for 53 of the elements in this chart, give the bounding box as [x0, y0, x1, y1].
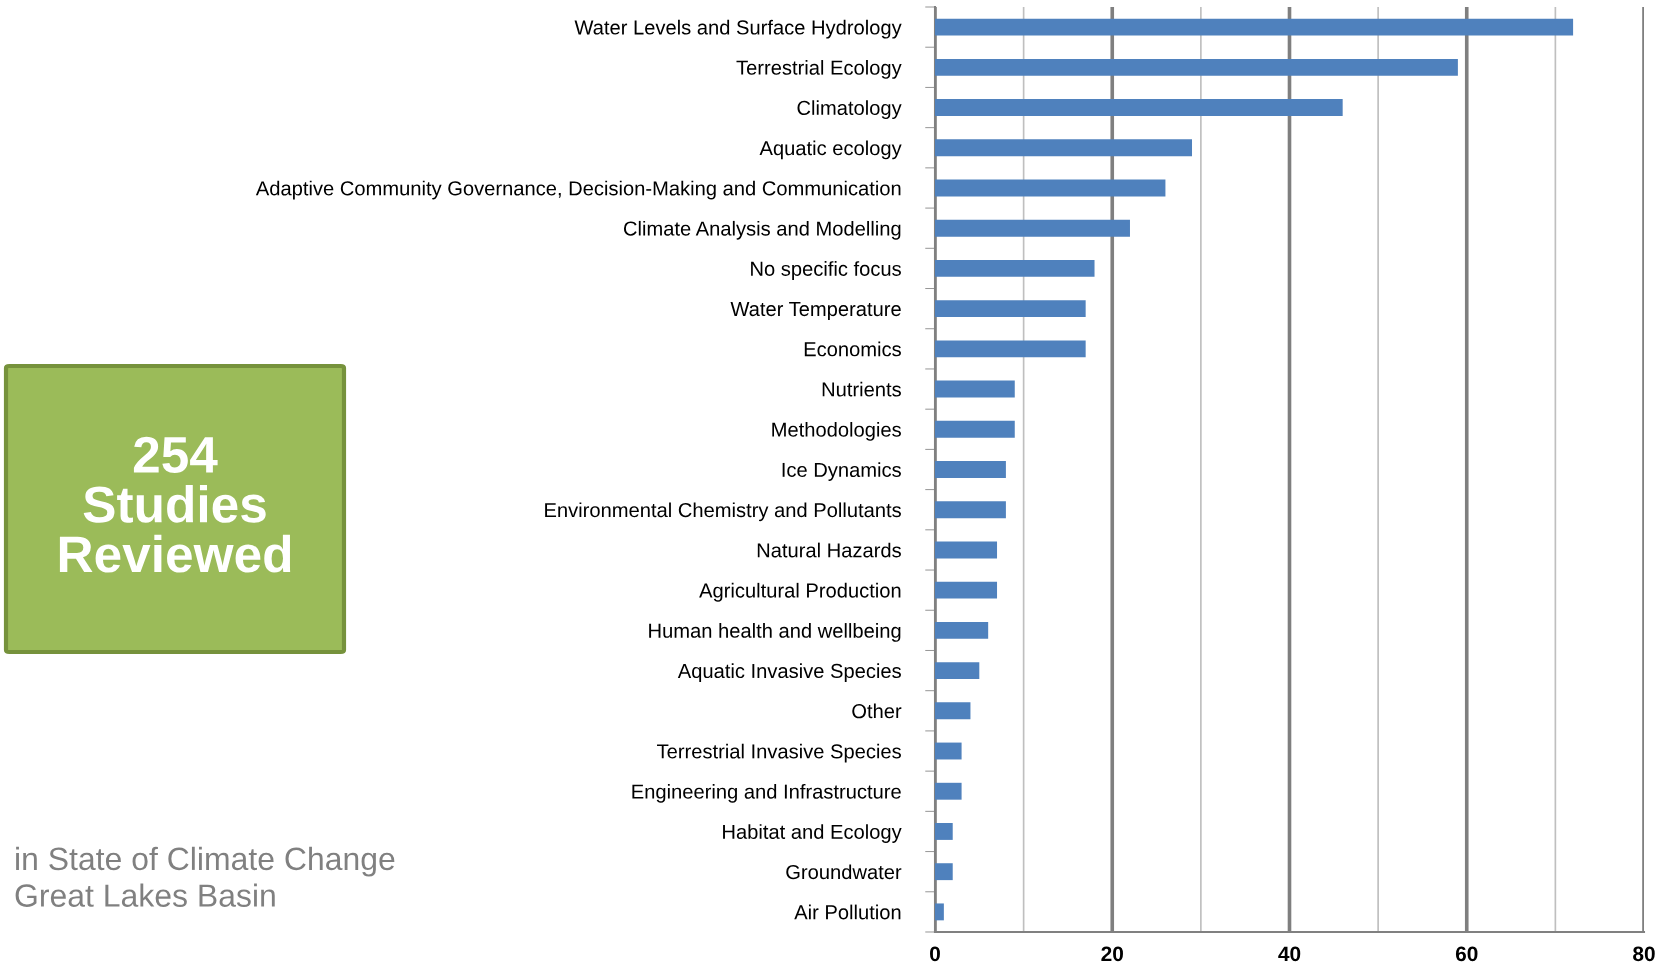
text: 254 Studies Reviewed [59, 436, 291, 573]
bar [935, 18, 1574, 36]
y-tick-label: Environmental Chemistry and Pollutants [545, 502, 901, 522]
bar [935, 380, 1015, 398]
y-tick-label: Other [852, 703, 902, 719]
y-tick-label: Terrestrial Ecology [736, 60, 902, 79]
y-tick-label: Adaptive Community Governance, Decision-Making and Communication [255, 180, 901, 200]
y-tick-label: Natural Hazards [757, 542, 901, 558]
x-tick-label: 80 [1633, 946, 1655, 962]
y-tick-label: Air Pollution [794, 904, 901, 920]
bar [935, 420, 1015, 438]
y-tick-label: No specific focus [751, 261, 901, 280]
bar [935, 58, 1458, 76]
bar [935, 139, 1193, 157]
bar [935, 581, 998, 599]
y-tick-label: Aquatic ecology [759, 140, 902, 160]
y-tick-label: Methodologies [772, 421, 901, 441]
y-tick-label: Agricultural Production [699, 582, 901, 602]
bar [935, 461, 1006, 478]
y-tick-label: Terrestrial Invasive Species [657, 743, 901, 763]
y-tick-label: Human health and wellbeing [649, 623, 901, 642]
y-tick-label: Water Temperature [730, 302, 901, 321]
bar [935, 259, 1095, 277]
y-tick-label: Climatology [797, 100, 902, 120]
bar [935, 179, 1166, 197]
bar [935, 99, 1343, 116]
x-tick-label: 0 [930, 946, 940, 962]
bar [935, 903, 944, 921]
bar [935, 742, 962, 760]
bar [935, 782, 962, 800]
y-tick-label: Groundwater [786, 864, 902, 880]
y-tick-label: Aquatic Invasive Species [677, 663, 901, 683]
y-tick-label: Economics [804, 341, 901, 357]
y-tick-label: Climate Analysis and Modelling [623, 220, 901, 240]
y-tick-label: Water Levels and Surface Hydrology [574, 19, 902, 39]
bar [935, 300, 1086, 318]
bar [935, 823, 953, 840]
x-tick-label: 60 [1455, 946, 1478, 962]
bar [935, 501, 1006, 519]
bar [935, 662, 980, 680]
bar [935, 340, 1086, 358]
x-tick-label: 40 [1278, 946, 1301, 962]
bar [935, 863, 953, 881]
text: in State of Climate Change Great Lakes Basin [15, 846, 395, 907]
bar [935, 541, 998, 559]
bar [935, 219, 1130, 237]
x-tick-label: 20 [1101, 946, 1123, 962]
y-tick-label: Ice Dynamics [782, 462, 901, 481]
y-tick-label: Engineering and Infrastructure [632, 783, 901, 803]
y-tick-label: Nutrients [822, 381, 901, 397]
bar [935, 702, 971, 720]
bar [935, 621, 989, 639]
y-tick-label: Habitat and Ecology [723, 824, 902, 843]
